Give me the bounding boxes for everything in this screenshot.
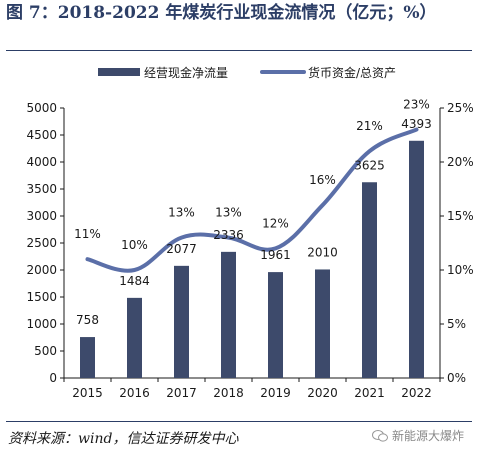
bar-value-label: 1484 <box>119 274 150 288</box>
line-series <box>85 127 419 273</box>
legend: 经营现金净流量 货币资金/总资产 <box>98 65 396 80</box>
line-value-label: 11% <box>74 227 101 241</box>
x-axis-tick-label: 2018 <box>213 386 244 400</box>
source-divider <box>6 421 472 422</box>
bar-2021 <box>362 182 377 378</box>
left-axis-tick-label: 5000 <box>26 101 57 115</box>
line-value-label: 13% <box>168 206 195 220</box>
bar-value-label: 758 <box>76 313 99 327</box>
left-axis-tick-label: 0 <box>49 371 57 385</box>
axes: 0 500 1000 1500 2000 2500 3000 3500 4000 4500 5000… <box>26 101 473 400</box>
bar-value-label: 1961 <box>260 248 291 262</box>
bar-value-label: 2077 <box>166 242 197 256</box>
left-axis-tick-label: 1000 <box>26 317 57 331</box>
left-axis-tick-label: 3000 <box>26 209 57 223</box>
left-axis-tick-label: 2000 <box>26 263 57 277</box>
wechat-icon <box>371 429 388 442</box>
x-axis-tick-label: 2017 <box>166 386 197 400</box>
legend-bar-label: 经营现金净流量 <box>144 65 228 80</box>
left-axis-tick-label: 2500 <box>26 236 57 250</box>
line-value-label: 13% <box>215 206 242 220</box>
bar-2016 <box>127 297 142 378</box>
right-axis-tick-label: 10% <box>447 263 474 277</box>
watermark-text: 新能源大爆炸 <box>391 429 464 443</box>
chart-title: 图 7：2018-2022 年煤炭行业现金流情况（亿元；%） <box>6 3 437 23</box>
bar-2018 <box>221 251 236 378</box>
line-value-label: 21% <box>356 119 383 133</box>
watermark: 新能源大爆炸 <box>371 427 464 444</box>
bar-value-label: 4393 <box>401 117 432 131</box>
left-axis-tick-label: 1500 <box>26 290 57 304</box>
title-divider <box>6 50 472 51</box>
left-axis-tick-label: 3500 <box>26 182 57 196</box>
bar-2017 <box>174 265 189 378</box>
bar-2022 <box>409 140 424 378</box>
line-value-label: 12% <box>262 216 289 230</box>
right-axis-tick-label: 15% <box>447 209 474 223</box>
x-axis-tick-label: 2019 <box>260 386 291 400</box>
line-path <box>85 127 419 273</box>
source-note: 资料来源：wind，信达证券研发中心 <box>8 431 239 447</box>
x-axis-tick-label: 2016 <box>119 386 150 400</box>
bar-value-label: 2336 <box>213 228 244 242</box>
bar-value-label: 3625 <box>354 158 385 172</box>
line-value-label: 10% <box>121 238 148 252</box>
x-axis-tick-label: 2021 <box>354 386 385 400</box>
left-axis-tick-label: 500 <box>34 344 57 358</box>
chart: 经营现金净流量 货币资金/总资产 0 500 1000 1500 2000 2500 300… <box>26 65 473 400</box>
line-value-label: 23% <box>403 98 430 112</box>
bars <box>80 140 424 378</box>
x-axis-tick-label: 2022 <box>401 386 432 400</box>
legend-bar-swatch <box>98 68 140 76</box>
left-axis-tick-label: 4000 <box>26 155 57 169</box>
right-axis-tick-label: 5% <box>447 317 466 331</box>
x-axis-tick-label: 2020 <box>307 386 338 400</box>
bar-2020 <box>315 269 330 378</box>
right-axis-tick-label: 25% <box>447 101 474 115</box>
data-labels: 758 1484 2077 2336 1961 2010 3625 4393 11% 10% 13%… <box>74 98 432 327</box>
left-axis-tick-label: 4500 <box>26 128 57 142</box>
x-axis-tick-label: 2015 <box>72 386 103 400</box>
right-axis-tick-label: 0% <box>447 371 466 385</box>
right-axis-tick-label: 20% <box>447 155 474 169</box>
line-value-label: 16% <box>309 173 336 187</box>
bar-2019 <box>268 272 283 378</box>
bar-2015 <box>80 337 95 378</box>
bar-value-label: 2010 <box>307 245 338 259</box>
legend-line-label: 货币资金/总资产 <box>308 65 396 80</box>
